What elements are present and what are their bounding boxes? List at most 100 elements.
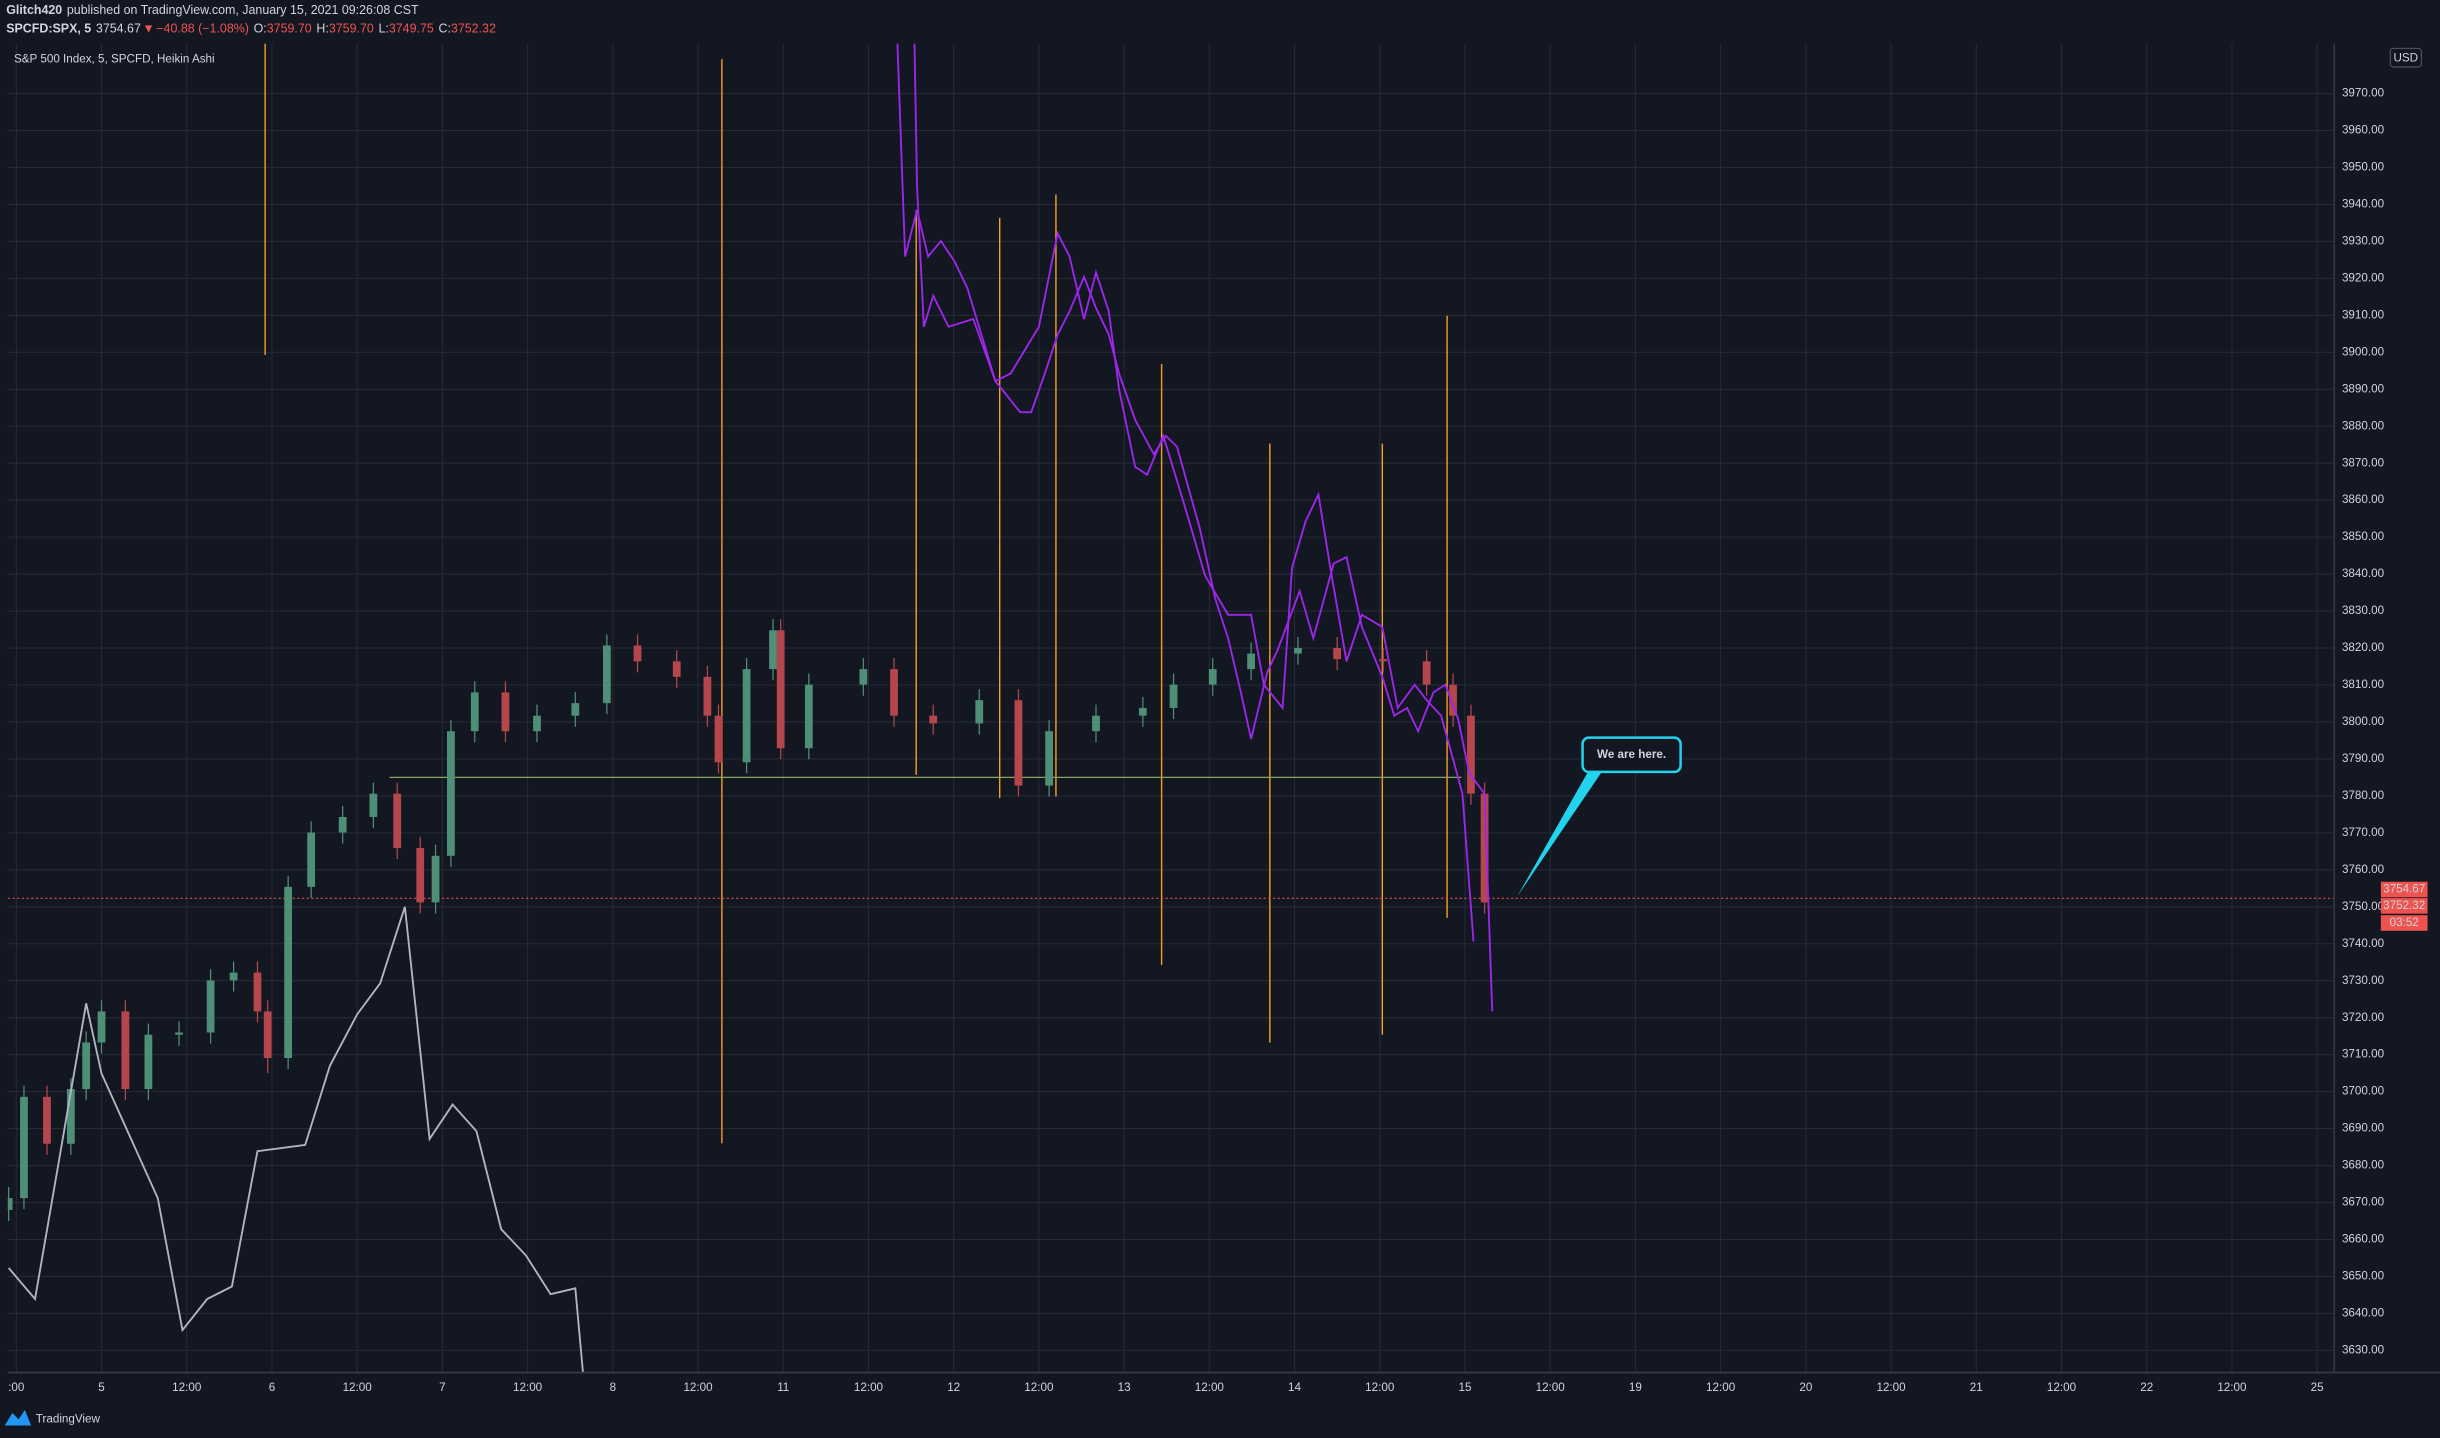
x-tick-label: 12:00 xyxy=(343,1381,373,1394)
y-tick-label: 3930.00 xyxy=(2342,234,2385,247)
x-tick-label: 12 xyxy=(947,1381,960,1394)
candle-body xyxy=(769,630,777,670)
candle-body xyxy=(1333,648,1342,660)
price-label: 3754.67 xyxy=(2383,883,2425,896)
ohlc-label: C: xyxy=(438,22,450,36)
candle-body xyxy=(890,669,898,716)
change: −40.88 (−1.08%) xyxy=(156,22,249,36)
y-tick-label: 3870.00 xyxy=(2342,456,2385,469)
candle-body xyxy=(1169,684,1178,708)
x-tick-label: 12:00 xyxy=(1706,1381,1736,1394)
candle-body xyxy=(393,793,402,849)
candle-body xyxy=(1138,707,1147,716)
candle-body xyxy=(416,848,425,903)
y-tick-label: 3710.00 xyxy=(2342,1048,2385,1061)
ohlc-value: 3759.70 xyxy=(329,22,374,36)
x-tick-label: 13 xyxy=(1118,1381,1131,1394)
y-tick-label: 3700.00 xyxy=(2342,1085,2385,1098)
y-tick-label: 3640.00 xyxy=(2342,1307,2385,1320)
price-label-box xyxy=(2380,898,2428,914)
y-tick-label: 3770.00 xyxy=(2342,826,2385,839)
x-tick-label: 22 xyxy=(2140,1381,2153,1394)
ohlc-value: 3749.75 xyxy=(389,22,434,36)
annotation: We are here. xyxy=(1597,748,1666,761)
currency[interactable]: USD xyxy=(2393,52,2418,65)
y-tick-label: 3740.00 xyxy=(2342,937,2385,950)
callout-pointer xyxy=(1517,770,1603,897)
candle-body xyxy=(66,1089,75,1144)
candle-body xyxy=(20,1096,28,1199)
x-tick-label: 12:00 xyxy=(1024,1381,1054,1394)
y-tick-label: 3910.00 xyxy=(2342,308,2385,321)
x-tick-label: 5 xyxy=(98,1381,104,1394)
x-tick-label: 14 xyxy=(1288,1381,1301,1394)
x-tick-label: 8 xyxy=(610,1381,616,1394)
candle-body xyxy=(263,1011,272,1058)
y-tick-label: 3820.00 xyxy=(2342,641,2385,654)
candle-body xyxy=(742,669,751,763)
x-tick-label: 12:00 xyxy=(1876,1381,1906,1394)
y-tick-label: 3880.00 xyxy=(2342,419,2385,432)
candle-body xyxy=(144,1034,153,1090)
x-tick-label: 11 xyxy=(777,1381,789,1394)
candle-body xyxy=(369,793,378,817)
y-tick-label: 3840.00 xyxy=(2342,567,2385,580)
x-tick-label: 12:00 xyxy=(513,1381,543,1394)
candle-body xyxy=(7,1198,13,1210)
y-tick-label: 3750.00 xyxy=(2342,900,2385,913)
candle-body xyxy=(431,855,440,903)
grid xyxy=(7,43,2335,1373)
candle-body xyxy=(447,731,455,856)
chart-title: S&P 500 Index, 5, SPCFD, Heikin Ashi xyxy=(14,52,215,65)
down-arrow: ▼ xyxy=(142,22,154,36)
y-tick-label: 3780.00 xyxy=(2342,789,2385,802)
candle-body xyxy=(229,972,238,981)
candle-body xyxy=(175,1032,183,1035)
candle-body xyxy=(1294,648,1302,654)
countdown-box xyxy=(2380,915,2428,931)
candle-body xyxy=(1045,731,1054,786)
x-tick-label: 12:00 xyxy=(2217,1381,2247,1394)
y-tick-label: 3950.00 xyxy=(2342,161,2385,174)
ohlc-label: O: xyxy=(254,22,267,36)
x-tick-label: 12:00 xyxy=(2047,1381,2077,1394)
x-tick-label: 6 xyxy=(269,1381,275,1394)
y-tick-label: 3790.00 xyxy=(2342,752,2385,765)
y-tick-label: 3960.00 xyxy=(2342,124,2385,137)
candle-body xyxy=(338,816,347,833)
y-tick-label: 3760.00 xyxy=(2342,863,2385,876)
candle-body xyxy=(1092,715,1100,732)
x-tick-label: 12:00 xyxy=(1195,1381,1225,1394)
price-label: 3752.32 xyxy=(2383,899,2425,912)
plot-area xyxy=(7,43,2335,1373)
candle-body xyxy=(82,1042,91,1090)
indicator-line xyxy=(7,906,584,1373)
callout-box xyxy=(1581,736,1682,774)
x-tick-label: 25 xyxy=(2311,1381,2324,1394)
y-tick-label: 3830.00 xyxy=(2342,604,2385,617)
y-tick-label: 3860.00 xyxy=(2342,493,2385,506)
y-tick-label: 3890.00 xyxy=(2342,382,2385,395)
candle-body xyxy=(929,715,938,724)
author: Glitch420 xyxy=(6,3,62,17)
y-tick-label: 3730.00 xyxy=(2342,974,2385,987)
candle-body xyxy=(1480,793,1489,903)
price: 3754.67 xyxy=(96,22,141,36)
x-tick-label: 7 xyxy=(439,1381,445,1394)
published: published on TradingView.com, January 15… xyxy=(67,3,419,17)
candle-body xyxy=(975,700,984,724)
candle-body xyxy=(121,1011,130,1090)
indicator-line xyxy=(913,43,1494,1012)
ohlc-value: 3752.32 xyxy=(451,22,496,36)
y-tick-label: 3630.00 xyxy=(2342,1343,2385,1356)
candle-body xyxy=(307,832,316,887)
candle-body xyxy=(703,676,712,716)
candle-body xyxy=(1379,659,1388,662)
candle-body xyxy=(672,661,681,677)
candle-body xyxy=(602,645,611,704)
candle-body xyxy=(804,684,813,749)
currency-box[interactable] xyxy=(2389,47,2422,68)
candle-body xyxy=(776,630,785,749)
y-tick-label: 3920.00 xyxy=(2342,271,2385,284)
